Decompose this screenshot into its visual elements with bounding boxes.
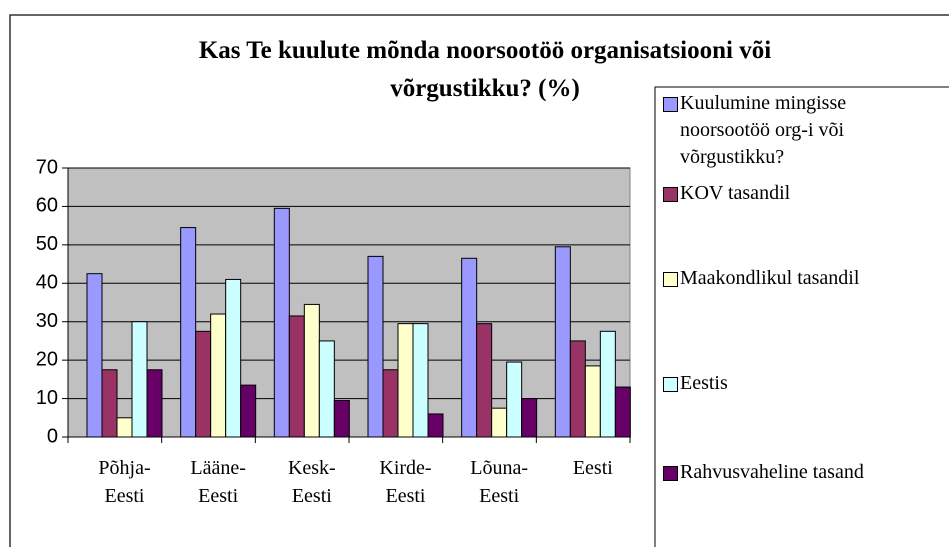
legend-swatch [663, 377, 678, 392]
bar [180, 227, 197, 438]
x-tick-label: Kirde- Eesti [379, 457, 432, 507]
y-tick-label: 10 [36, 387, 58, 409]
legend-swatch [663, 272, 678, 287]
bar [225, 278, 242, 438]
y-tick-label: 60 [36, 195, 58, 217]
legend-swatch [663, 466, 678, 481]
bar [86, 273, 103, 438]
bar [461, 257, 478, 438]
x-tick-label: Kesk- Eesti [287, 457, 336, 507]
bar [101, 369, 118, 438]
legend-label: Kuulumine mingisse noorsootöö org-i või … [680, 92, 847, 168]
bar [131, 321, 148, 438]
legend-frame [654, 86, 949, 547]
bar [273, 207, 290, 438]
chart-title: Kas Te kuulute mõnda noorsootöö organisa… [198, 37, 772, 102]
legend-label: KOV tasandil [680, 182, 791, 204]
legend-label: Maakondlikul tasandil [680, 267, 860, 289]
y-tick-label: 30 [36, 310, 58, 332]
bar [584, 365, 601, 438]
bar [210, 313, 227, 438]
bar [506, 361, 523, 438]
bar [412, 323, 429, 438]
bar [427, 413, 444, 438]
bar [569, 340, 586, 438]
x-tick-label: Lääne- Eesti [190, 457, 246, 507]
y-tick-label: 40 [36, 272, 58, 294]
bar [554, 246, 571, 438]
bar [333, 399, 350, 438]
legend-swatch [663, 187, 678, 202]
x-tick-label: Lõuna- Eesti [470, 457, 529, 507]
bar [318, 340, 335, 438]
bar [240, 384, 257, 438]
bar [116, 417, 133, 438]
bar [367, 255, 384, 438]
y-tick-label: 0 [47, 425, 58, 447]
bar [303, 303, 320, 438]
bar [476, 323, 493, 438]
bar [382, 369, 399, 438]
bar [146, 369, 163, 438]
bar [614, 386, 631, 438]
bar [521, 398, 538, 438]
y-tick-label: 70 [36, 156, 58, 178]
legend-swatch [663, 97, 678, 112]
y-tick-label: 50 [36, 233, 58, 255]
bar [599, 330, 616, 438]
bar [397, 323, 414, 438]
y-tick-label: 20 [36, 348, 58, 370]
bar [491, 407, 508, 438]
x-tick-label: Põhja- Eesti [98, 457, 151, 507]
legend-label: Rahvusvaheline tasand [680, 461, 864, 483]
legend-label: Eestis [680, 372, 728, 394]
chart-frame [9, 14, 949, 547]
bar [195, 330, 212, 438]
bar [288, 315, 305, 438]
x-tick-label: Eesti [572, 457, 613, 479]
